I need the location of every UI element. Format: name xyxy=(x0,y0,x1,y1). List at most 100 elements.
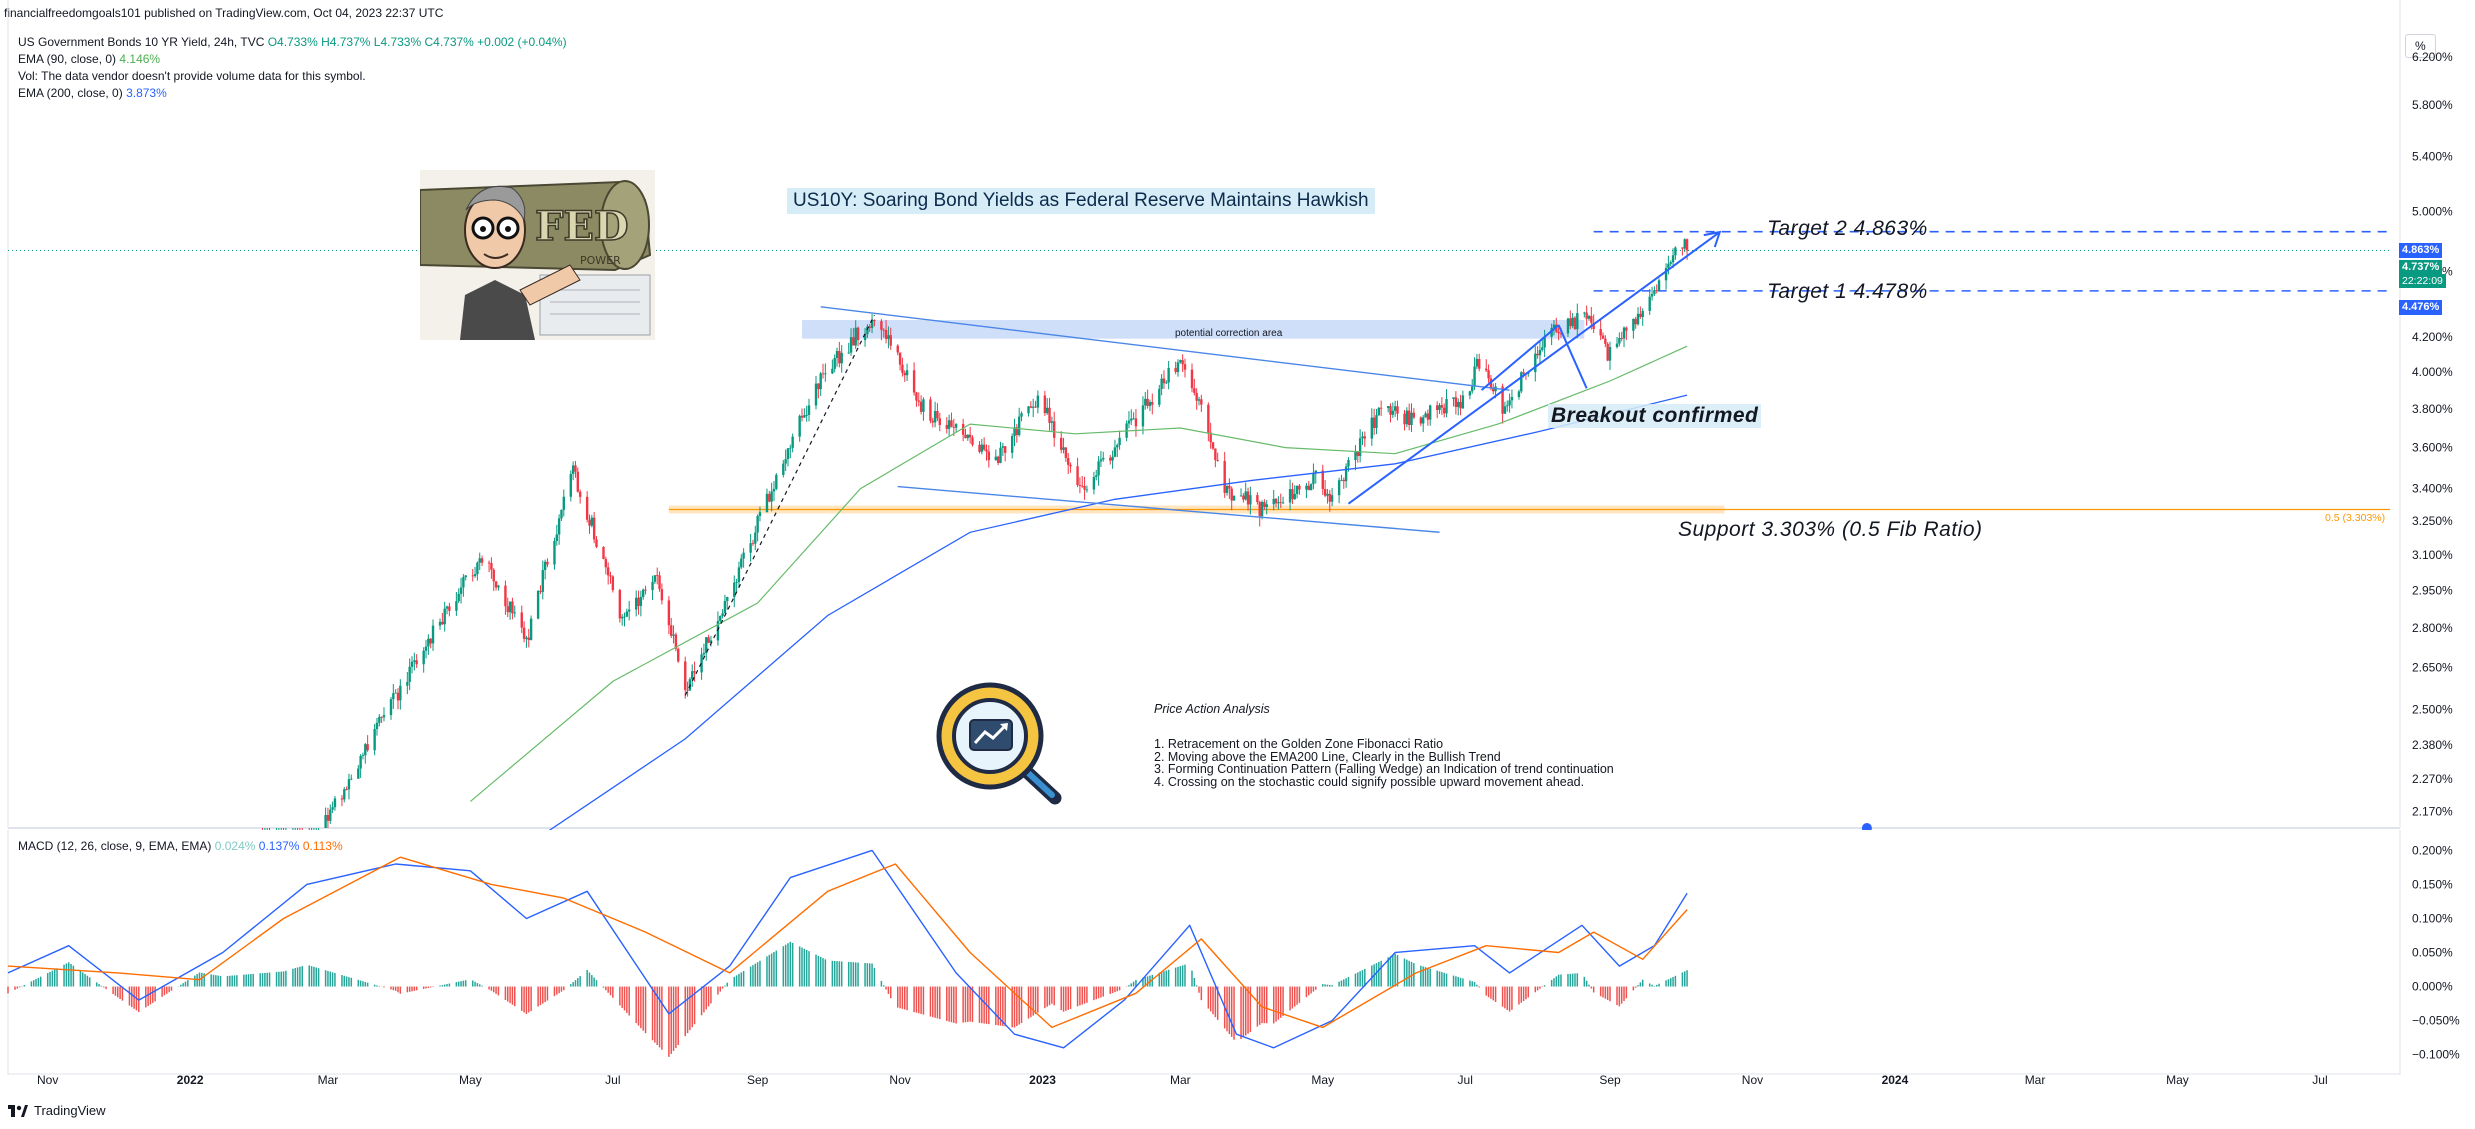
candle-body xyxy=(936,411,939,419)
candle-body xyxy=(840,352,843,364)
candle-body xyxy=(590,517,594,526)
candle-body xyxy=(1347,460,1350,467)
candle-body xyxy=(1314,470,1317,474)
candle-body xyxy=(595,539,598,547)
macd-pane[interactable]: Nov 2022 Mar May Jul Sep Nov 2023 Mar May Jul Sep No… xyxy=(0,830,2475,1095)
candle-body xyxy=(1471,386,1474,392)
candle-body xyxy=(574,465,577,472)
candle-body xyxy=(520,612,523,628)
candle-body xyxy=(1092,476,1096,490)
candle-body xyxy=(994,456,998,461)
candle-body xyxy=(1130,418,1133,421)
candle-body xyxy=(1017,416,1021,436)
candle-body xyxy=(987,451,991,461)
price-axis-tick: 6.200% xyxy=(2412,50,2453,64)
candle-body xyxy=(1363,436,1367,439)
candle-body xyxy=(1337,480,1341,496)
time-axis-tick: Jul xyxy=(2312,1073,2327,1087)
candle-body xyxy=(1573,317,1577,330)
candle-body xyxy=(1599,329,1602,336)
macd-line-value: 0.137% xyxy=(258,839,300,853)
candle-body xyxy=(807,405,811,415)
candle-body xyxy=(950,420,953,427)
candle-body xyxy=(364,744,367,756)
candle-body xyxy=(462,577,465,588)
candle-body xyxy=(1193,388,1196,393)
correction-area-label: potential correction area xyxy=(1175,328,1283,339)
candle-body xyxy=(350,778,353,780)
candle-body xyxy=(805,414,808,416)
price-chart[interactable]: 6.200%5.800%5.400%5.000%4.600%4.200%4.00… xyxy=(0,0,2475,830)
candle-body xyxy=(569,473,573,497)
candle-body xyxy=(1027,406,1030,414)
time-axis-tick: Sep xyxy=(1599,1073,1621,1087)
candle-body xyxy=(382,715,386,718)
candle-body xyxy=(1412,412,1416,418)
time-axis-tick: Jul xyxy=(605,1073,620,1087)
candle-body xyxy=(1031,406,1035,408)
price-axis-tick: 2.950% xyxy=(2412,584,2453,598)
candle-body xyxy=(1181,360,1184,365)
candle-body xyxy=(800,415,804,418)
candle-body xyxy=(705,637,708,653)
candle-body xyxy=(1428,405,1432,420)
analysis-item: 1. Retracement on the Golden Zone Fibona… xyxy=(1154,737,1444,751)
percent-scale-button[interactable]: % xyxy=(2405,34,2436,58)
candle-body xyxy=(919,401,923,412)
candle-body xyxy=(1664,267,1668,281)
candle-body xyxy=(642,589,645,597)
correction-area-band xyxy=(802,320,1585,339)
candle-body xyxy=(1043,395,1047,414)
candle-body xyxy=(366,744,369,751)
candle-body xyxy=(424,646,428,651)
candle-body xyxy=(1146,398,1149,407)
candle-body xyxy=(856,327,860,341)
wedge-upper-line xyxy=(820,306,1510,391)
candle-body xyxy=(1536,353,1539,356)
candle-body xyxy=(1443,407,1446,414)
target1-label: Target 1 4.478% xyxy=(1767,280,1928,303)
candle-body xyxy=(1078,485,1082,486)
candle-body xyxy=(901,364,904,373)
candle-body xyxy=(331,807,334,810)
candle-body xyxy=(784,459,787,464)
candle-body xyxy=(868,326,871,328)
candle-body xyxy=(758,512,762,517)
candle-body xyxy=(947,420,951,429)
candle-body xyxy=(1277,502,1280,504)
candle-body xyxy=(1258,502,1261,517)
candle-body xyxy=(347,779,351,790)
candle-body xyxy=(490,562,493,570)
candle-body xyxy=(870,320,874,328)
macd-signal-line xyxy=(7,856,1688,1029)
candle-body xyxy=(782,463,785,475)
candle-body xyxy=(1452,397,1455,399)
candle-body xyxy=(527,637,530,640)
candle-body xyxy=(543,561,547,571)
candle-body xyxy=(539,590,542,592)
tradingview-brand[interactable]: TradingView xyxy=(8,1103,106,1118)
candle-body xyxy=(555,534,558,541)
candle-body xyxy=(768,493,771,502)
candle-body xyxy=(1144,398,1147,406)
candle-body xyxy=(772,488,776,492)
candle-body xyxy=(1648,296,1651,311)
candle-body xyxy=(333,798,337,808)
price-axis-tick: 2.380% xyxy=(2412,738,2453,752)
candle-body xyxy=(1295,485,1299,494)
candle-body xyxy=(1571,317,1574,327)
candle-body xyxy=(789,447,792,449)
candle-body xyxy=(1265,504,1268,507)
candle-body xyxy=(1249,495,1252,505)
candle-body xyxy=(966,434,970,439)
macd-axis-tick: −0.100% xyxy=(2412,1048,2460,1062)
candle-body xyxy=(1167,367,1170,383)
candle-body xyxy=(721,613,724,616)
candle-body xyxy=(1543,336,1546,348)
candle-body xyxy=(1050,421,1054,423)
candle-body xyxy=(726,597,729,601)
candle-body xyxy=(847,352,850,354)
candle-body xyxy=(1197,399,1201,401)
candle-body xyxy=(1354,451,1357,461)
candle-body xyxy=(1370,417,1374,439)
